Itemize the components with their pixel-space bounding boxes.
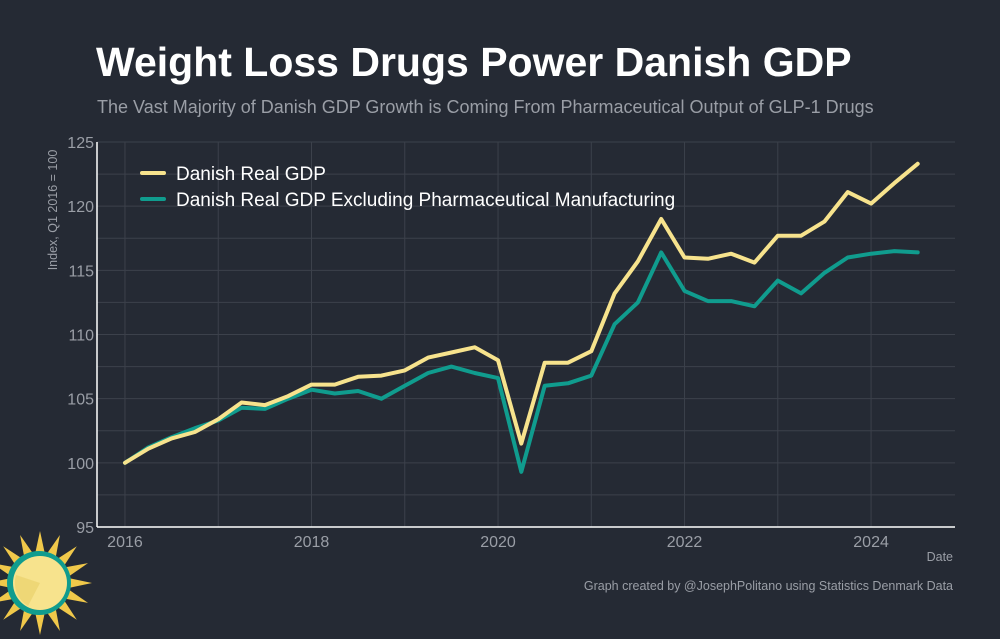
legend-label-gdp: Danish Real GDP [176, 164, 326, 185]
chart-subtitle: The Vast Majority of Danish GDP Growth i… [97, 97, 874, 117]
y-tick-label: 125 [67, 135, 94, 152]
sun-ray [57, 546, 77, 566]
x-axis-label: Date [927, 550, 953, 564]
sun-ray [46, 608, 60, 631]
x-tick-label: 2024 [853, 534, 889, 551]
sun-logo-icon [0, 531, 92, 635]
sun-ray [20, 535, 34, 558]
x-tick-label: 2016 [107, 534, 143, 551]
legend-label-ex-pharma: Danish Real GDP Excluding Pharmaceutical… [176, 190, 675, 211]
y-tick-label: 110 [68, 328, 94, 345]
y-tick-label: 95 [76, 520, 94, 537]
sun-ray [20, 608, 34, 631]
y-axis-label: Index, Q1 2016 = 100 [46, 150, 60, 271]
chart-title: Weight Loss Drugs Power Danish GDP [96, 39, 852, 85]
y-tick-label: 115 [68, 263, 94, 280]
sun-ray [35, 612, 45, 635]
sun-ray [65, 563, 88, 577]
sun-ray [69, 578, 92, 588]
series-line-gdp [123, 161, 920, 465]
axes: 95 100 105 110 115 120 125 2016 2018 2020 2022 2024 [67, 135, 955, 551]
x-tick-label: 2022 [667, 534, 703, 551]
credit-text: Graph created by @JosephPolitano using S… [584, 579, 953, 593]
y-tick-label: 105 [67, 392, 94, 409]
sun-ray [65, 589, 88, 603]
y-tick-label: 120 [67, 199, 94, 216]
y-tick-label: 100 [67, 456, 94, 473]
sun-shade [14, 575, 41, 606]
sun-ray [35, 531, 45, 554]
series-line-ex-pharma [123, 249, 920, 474]
x-tick-label: 2018 [294, 534, 330, 551]
x-tick-label: 2020 [480, 534, 516, 551]
sun-ray [57, 600, 77, 620]
series-lines [123, 161, 920, 474]
legend: Danish Real GDP Danish Real GDP Excludin… [140, 164, 675, 211]
sun-ray [46, 535, 60, 558]
